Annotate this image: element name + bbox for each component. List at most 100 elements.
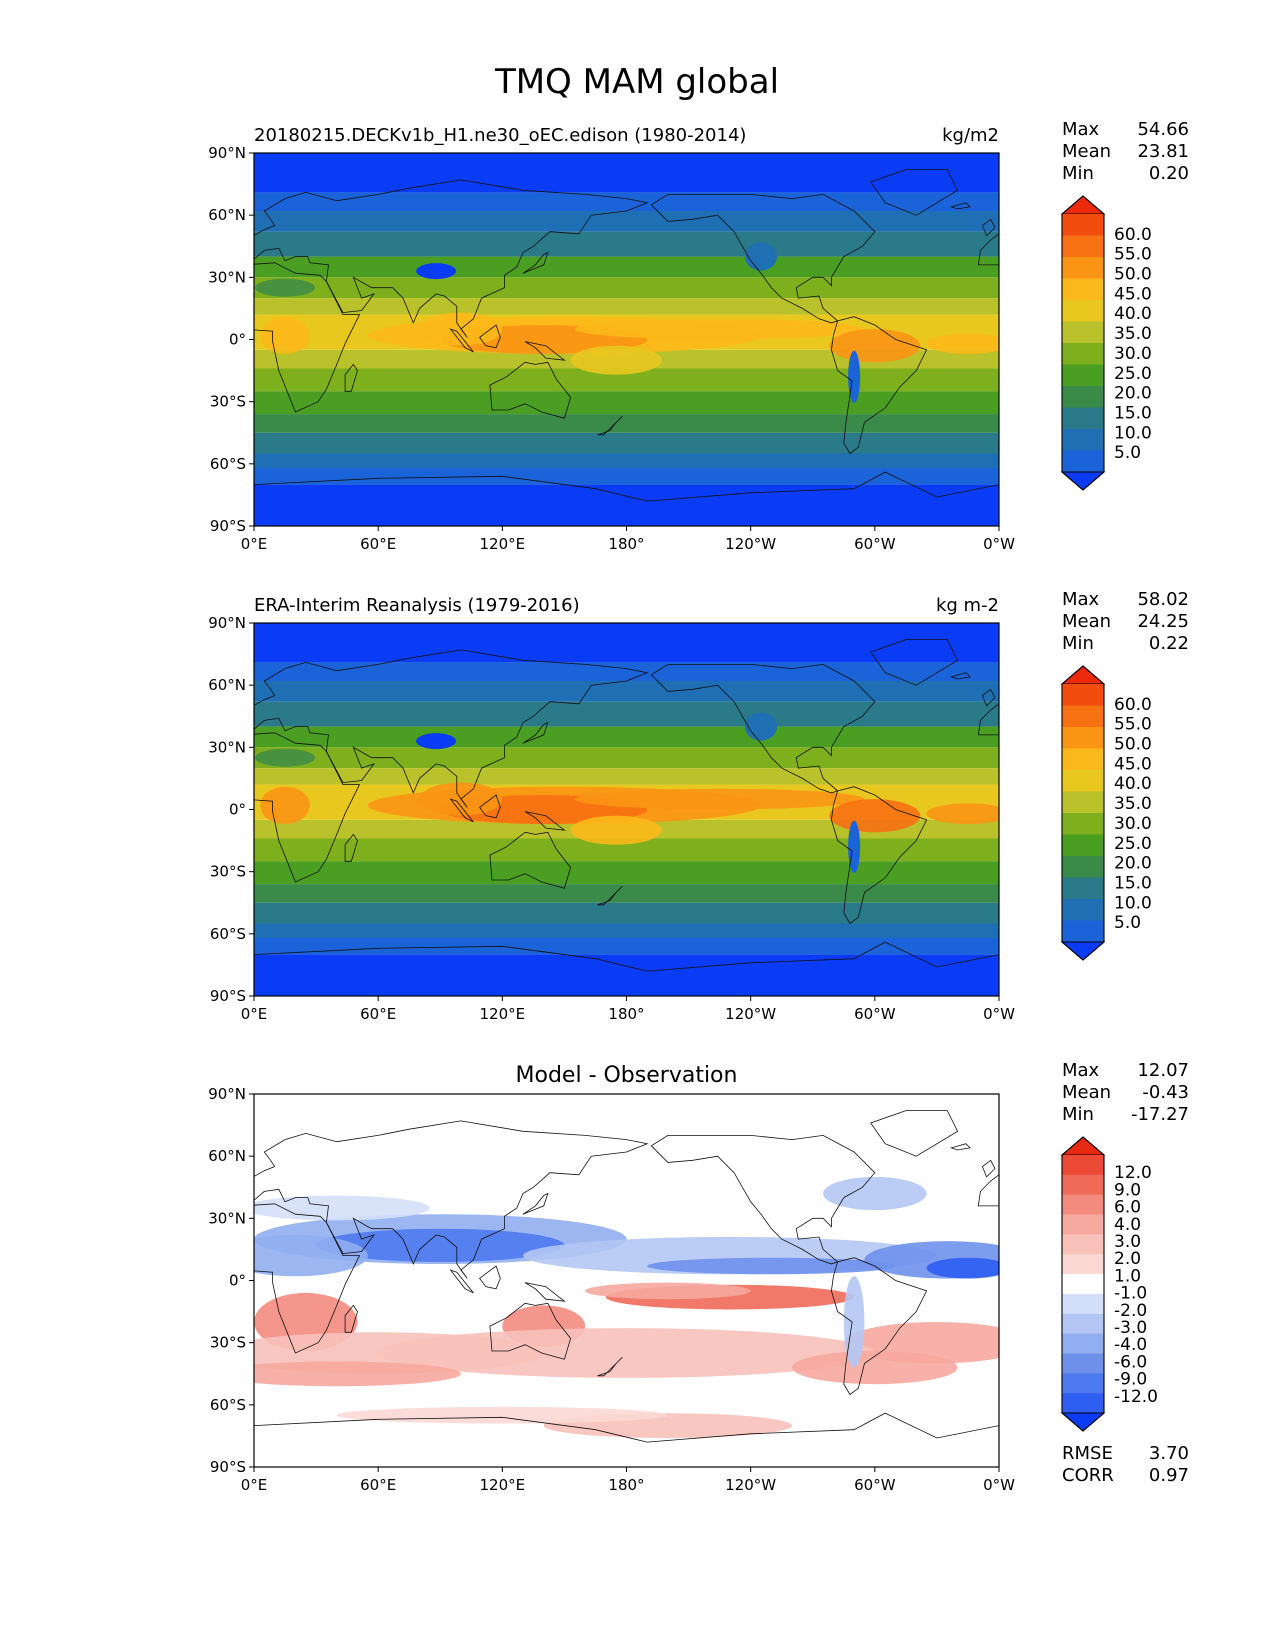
colorbar-label: 15.0: [1114, 404, 1152, 424]
field-band: [254, 838, 999, 862]
metric-value: 3.70: [1149, 1443, 1189, 1464]
coastline-newguinea: [524, 341, 566, 361]
stat-value: 24.25: [1137, 611, 1189, 632]
coastline-japan: [522, 251, 549, 274]
coastline-antarctica: [254, 471, 999, 526]
colorbar-label: -6.0: [1114, 1352, 1147, 1372]
lon-tick-label: 60°E: [360, 1005, 396, 1023]
coastline-australia: [489, 361, 572, 419]
field-blob: [570, 345, 662, 375]
colorbar-extend-min: [1060, 1412, 1106, 1432]
coastline-newguinea: [524, 1282, 566, 1302]
stat-value: 0.20: [1149, 163, 1189, 184]
field-blob: [829, 329, 921, 363]
colorbar-segment: [1062, 705, 1104, 728]
field-band: [254, 747, 999, 768]
field-band: [254, 484, 999, 526]
colorbar-segment: [1062, 791, 1104, 814]
coastline-namerica: [650, 663, 876, 794]
colorbar-segment: [1062, 407, 1104, 430]
colorbar-segment: [1062, 1254, 1104, 1275]
coastline-borneo: [479, 324, 501, 349]
colorbar-segment: [1062, 1234, 1104, 1255]
colorbar-label: 2.0: [1114, 1249, 1141, 1269]
lon-tick-label: 60°E: [360, 535, 396, 553]
lat-tick-label: 30°S: [210, 1334, 246, 1352]
colorbar-label: 40.0: [1114, 774, 1152, 794]
panel-units: kg m-2: [936, 595, 999, 616]
coastline-newzealand: [597, 1356, 623, 1377]
panel-model: 20180215.DECKv1b_H1.ne30_oEC.edison (198…: [208, 119, 1189, 553]
lon-tick-label: 120°W: [725, 1476, 776, 1494]
colorbar-segment: [1062, 834, 1104, 857]
diff-background: [254, 1094, 999, 1467]
diff-blob: [926, 1257, 999, 1279]
colorbar-segment: [1062, 321, 1104, 344]
colorbar-label: -4.0: [1114, 1335, 1147, 1355]
coastline-borneo: [479, 1265, 501, 1290]
field-blob: [255, 748, 315, 767]
lon-tick-label: 120°W: [725, 535, 776, 553]
colorbar-label: -12.0: [1114, 1387, 1158, 1407]
lat-tick-label: 90°S: [210, 987, 246, 1005]
colorbar-segment: [1062, 1313, 1104, 1335]
field-band: [254, 277, 999, 298]
colorbar-label: 15.0: [1114, 874, 1152, 894]
coastline-africa: [254, 732, 361, 883]
panel-title-center: Model - Observation: [516, 1063, 738, 1088]
colorbar-label: 5.0: [1114, 913, 1141, 933]
map-difference: [254, 1094, 999, 1467]
colorbar-segment: [1062, 1353, 1104, 1374]
field-blob: [829, 799, 921, 833]
stat-label: Mean: [1062, 611, 1111, 632]
colorbar-label: 30.0: [1114, 814, 1152, 834]
lat-tick-label: 90°S: [210, 517, 246, 535]
field-band: [254, 432, 999, 454]
lat-tick-label: 0°: [229, 801, 246, 819]
panel-title-left: 20180215.DECKv1b_H1.ne30_oEC.edison (198…: [254, 125, 746, 146]
colorbar-segment: [1062, 1155, 1104, 1176]
coastline-samerica: [830, 786, 928, 925]
field-band: [254, 211, 999, 232]
colorbar-label: 60.0: [1114, 225, 1152, 245]
field-band: [254, 923, 999, 938]
colorbar-segment: [1062, 1333, 1104, 1354]
colorbar-segment: [1062, 770, 1104, 793]
colorbar-label: 9.0: [1114, 1180, 1141, 1200]
colorbar-segment: [1062, 214, 1104, 237]
stat-label: Max: [1062, 1060, 1100, 1081]
field-band: [254, 884, 999, 903]
metric-value: 0.97: [1149, 1465, 1189, 1486]
coastline-australia: [489, 831, 572, 889]
coastline-australia: [489, 1302, 572, 1360]
field-band: [254, 368, 999, 392]
colorbar-segment: [1062, 300, 1104, 323]
colorbar-label: 12.0: [1114, 1163, 1152, 1183]
lon-tick-label: 0°W: [983, 535, 1015, 553]
colorbar-extend-max: [1060, 195, 1106, 215]
field-blob: [926, 333, 999, 354]
colorbar-extend-max: [1060, 665, 1106, 685]
field-blob: [260, 316, 310, 355]
colorbar-segment: [1062, 278, 1104, 301]
colorbar-segment: [1062, 1373, 1104, 1394]
field-blob: [570, 815, 662, 845]
colorbar-segment: [1062, 684, 1104, 707]
stat-label: Min: [1062, 163, 1094, 184]
coastline-uk: [981, 218, 996, 237]
diff-blob: [585, 1282, 751, 1300]
coastline-antarctica: [254, 1412, 999, 1467]
colorbar-label: -1.0: [1114, 1284, 1147, 1304]
colorbar-segment: [1062, 727, 1104, 750]
lon-tick-label: 120°W: [725, 1005, 776, 1023]
colorbar-label: 10.0: [1114, 893, 1152, 913]
colorbar-segment: [1062, 429, 1104, 452]
field-blob: [416, 263, 457, 280]
lon-tick-label: 0°E: [241, 535, 268, 553]
diff-blob: [823, 1176, 927, 1211]
field-band: [254, 662, 999, 681]
colorbar-outline: [1061, 195, 1105, 491]
field-band: [254, 861, 999, 885]
panel-observation: ERA-Interim Reanalysis (1979-2016) kg m-2…: [208, 589, 1189, 1023]
coastline-eurasia: [254, 179, 649, 338]
